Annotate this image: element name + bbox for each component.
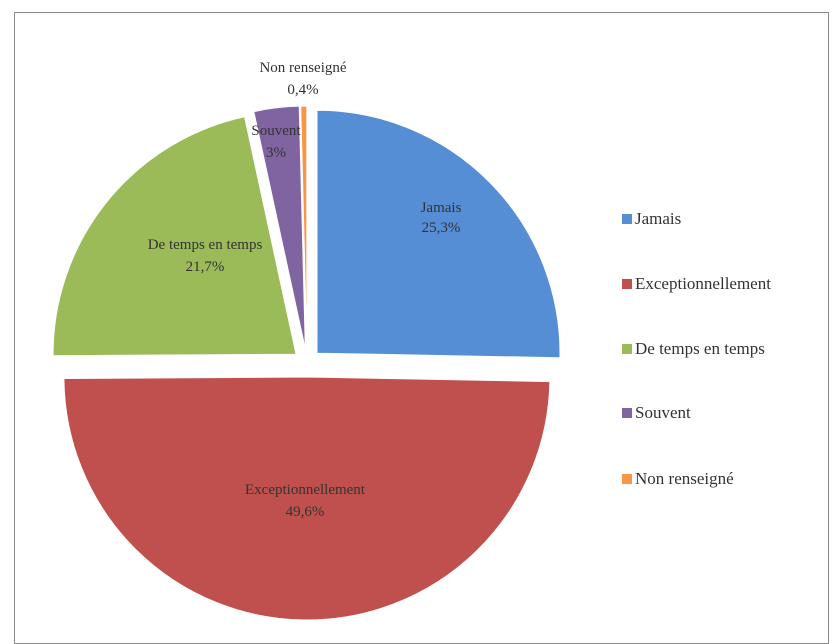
slice-label-value: 3% (266, 145, 286, 161)
legend-swatch (622, 214, 632, 224)
legend: Jamais Exceptionnellement De temps en temp… (622, 209, 771, 488)
slice-label-value: 21,7% (186, 259, 225, 275)
slice-label-category: De temps en temps (148, 237, 263, 253)
slice-label-category: Exceptionnellement (245, 482, 366, 498)
slice-label-category: Non renseigné (259, 60, 346, 76)
pie-slice-de-temps-en-temps (52, 116, 297, 357)
legend-label: De temps en temps (635, 339, 765, 358)
legend-label: Jamais (635, 209, 681, 228)
slice-label-category: Souvent (251, 123, 301, 139)
slice-labels: Jamais 25,3% Exceptionnellement 49,6% De tem… (148, 60, 462, 520)
legend-swatch (622, 408, 632, 418)
legend-label: Souvent (635, 403, 691, 422)
legend-swatch (622, 279, 632, 289)
legend-label: Exceptionnellement (635, 274, 771, 293)
pie-slice-non-renseign- (300, 105, 308, 350)
pie-slice-souvent (253, 105, 306, 350)
legend-swatch (622, 474, 632, 484)
slice-label-value: 49,6% (286, 504, 325, 520)
slice-label-category: Jamais (421, 200, 462, 216)
legend-label: Non renseigné (635, 469, 734, 488)
pie-slices (52, 105, 561, 621)
slice-label-value: 25,3% (422, 220, 461, 236)
legend-swatch (622, 344, 632, 354)
slice-label-value: 0,4% (287, 82, 318, 98)
pie-slice-jamais (316, 109, 561, 359)
pie-slice-exceptionnellement (63, 376, 551, 621)
